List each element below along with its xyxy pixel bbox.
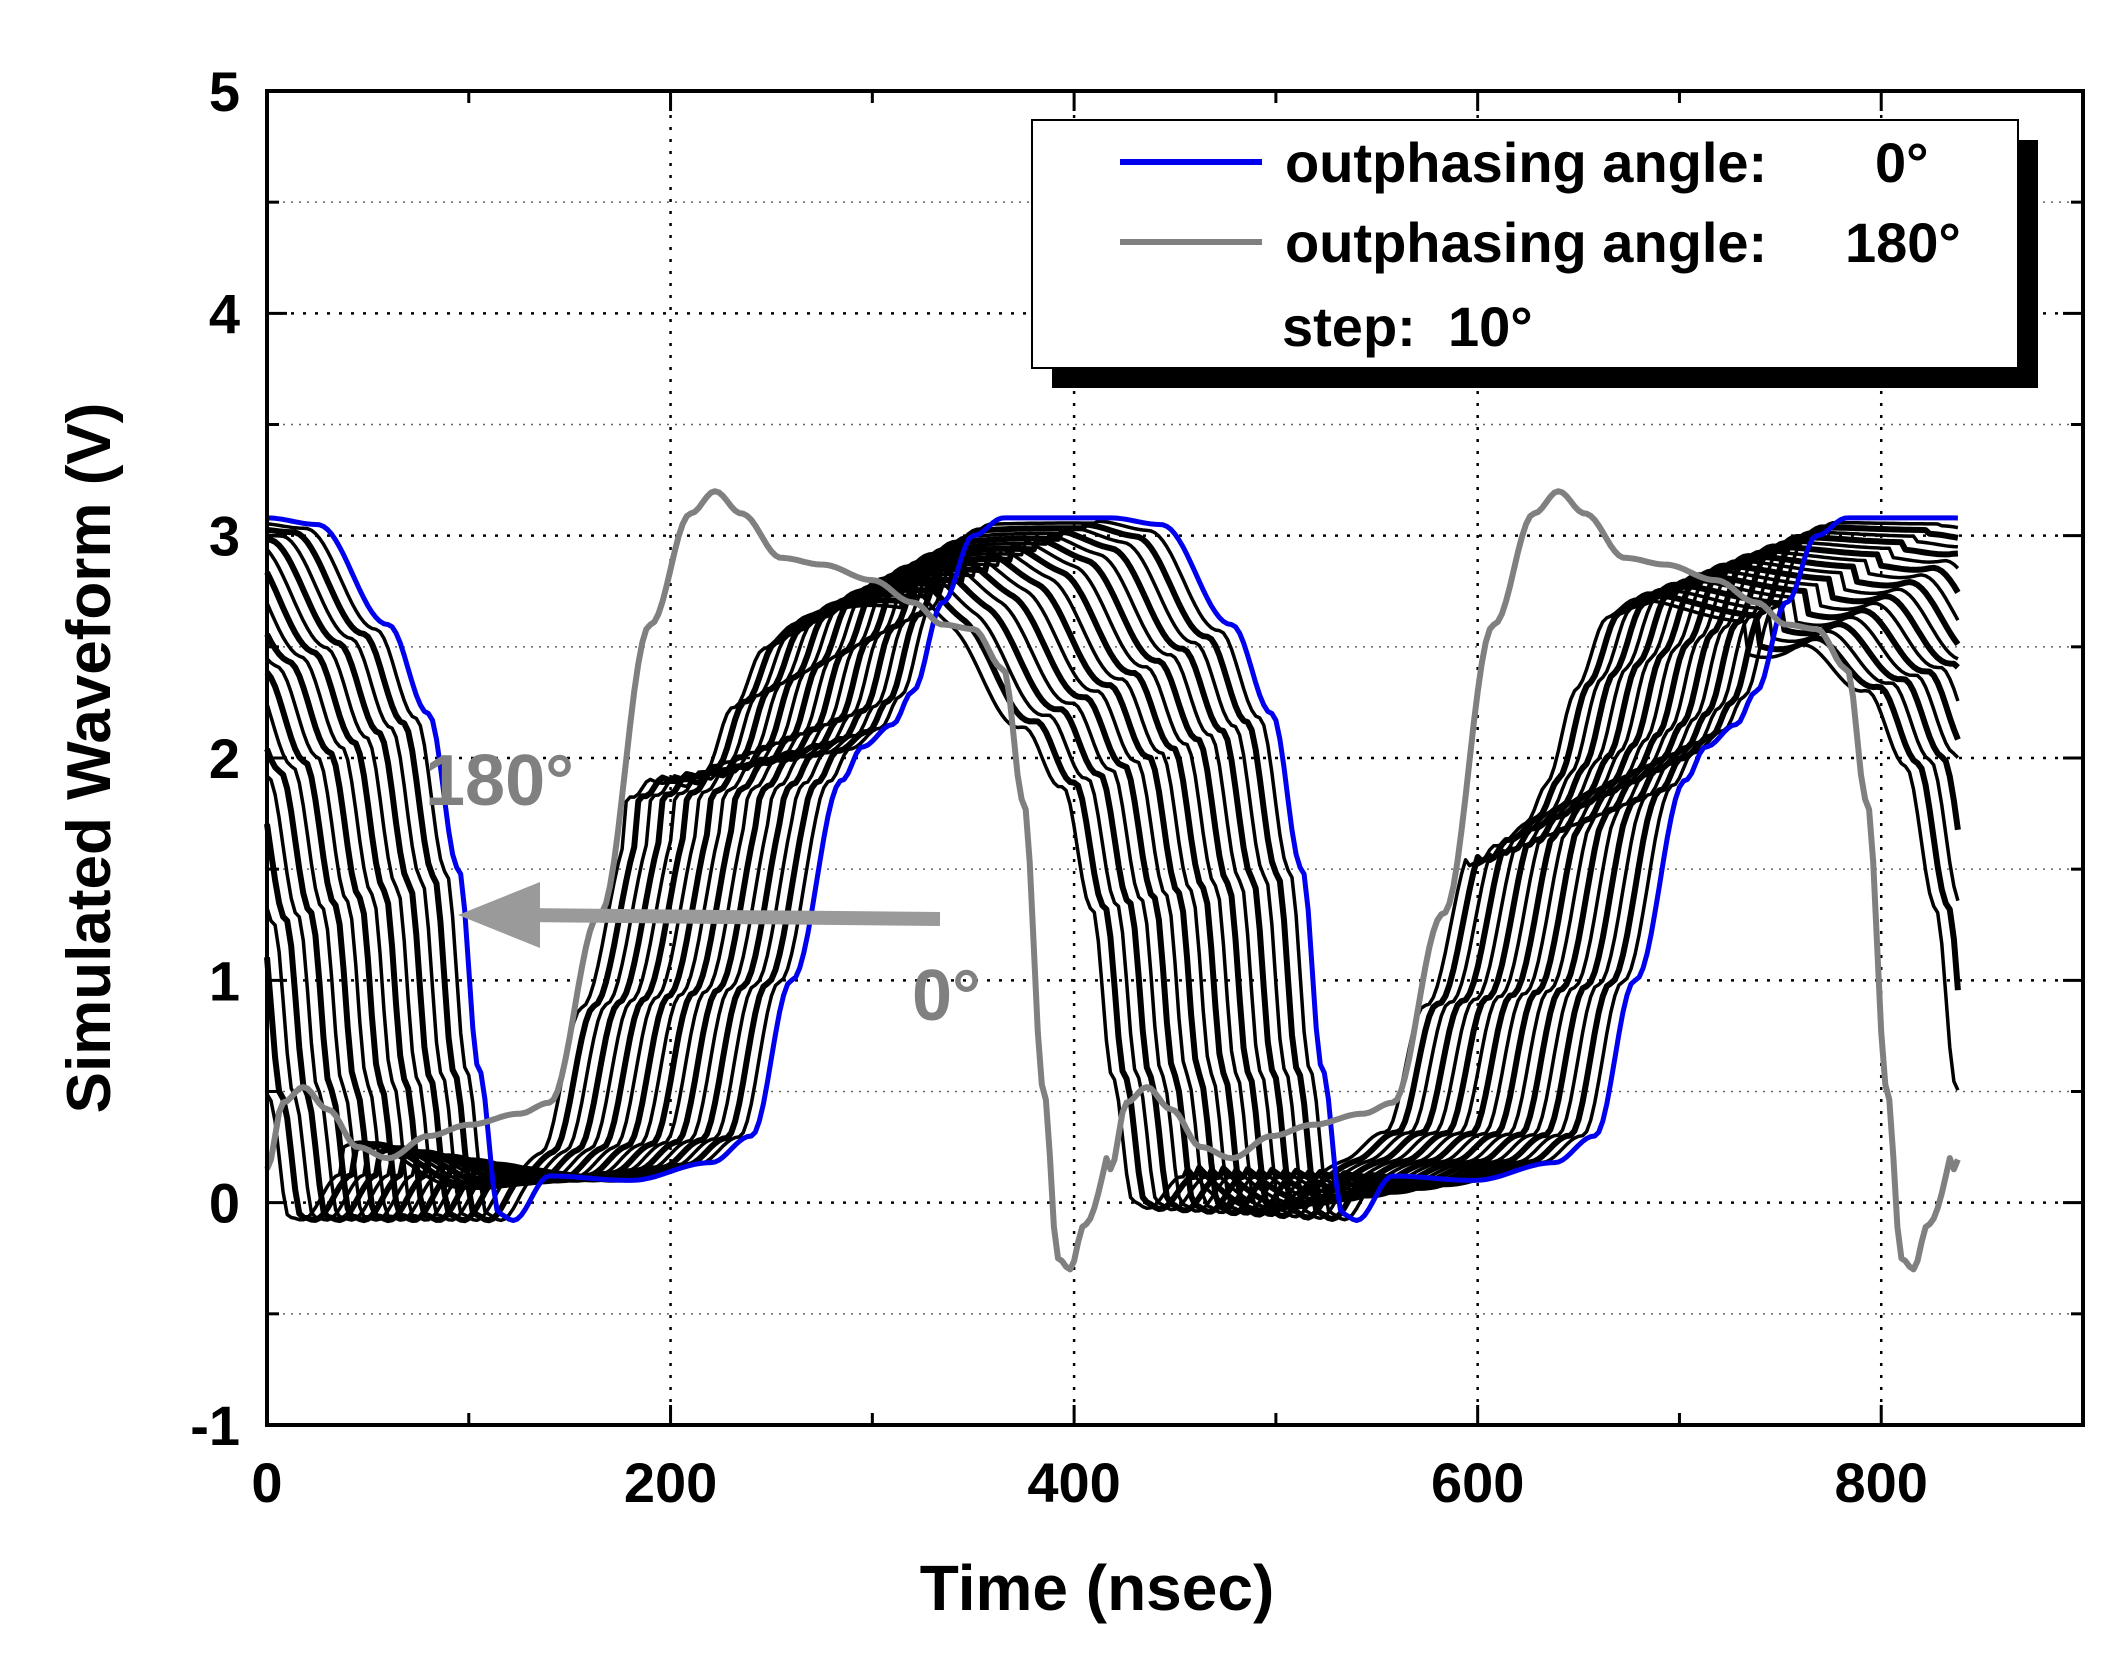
waveform-line-180deg	[264, 488, 1961, 1273]
y-tick-label: 3	[209, 505, 240, 568]
axis-ticks	[265, 89, 2085, 1427]
x-tick-label: 400	[1027, 1451, 1120, 1514]
x-axis-label: Time (nsec)	[920, 1552, 1275, 1624]
legend-label-0deg: outphasing angle:	[1285, 131, 1767, 194]
legend-label-180deg: outphasing angle:	[1285, 211, 1767, 274]
y-axis-label: Simulated Waveform (V)	[55, 403, 124, 1114]
waveform-line-0deg	[266, 515, 1958, 1223]
annotation-180: 180°	[425, 741, 574, 821]
legend-step-value: 10°	[1448, 295, 1533, 358]
x-tick-label: 0	[251, 1451, 282, 1514]
x-tick-label: 800	[1835, 1451, 1928, 1514]
waveform-line-50deg	[265, 532, 1960, 1222]
legend: outphasing angle: 0° outphasing angle: 1…	[1031, 119, 2038, 388]
y-tick-label: -1	[190, 1394, 240, 1457]
y-tick-label: 2	[209, 727, 240, 790]
legend-value-180deg: 180°	[1845, 211, 1961, 274]
y-tick-label: 4	[209, 282, 240, 345]
waveform-line-160deg	[264, 570, 1961, 1223]
legend-value-0deg: 0°	[1875, 131, 1929, 194]
y-tick-label: 5	[209, 60, 240, 123]
waveform-line-60deg	[264, 535, 1961, 1223]
y-tick-label: 0	[209, 1172, 240, 1235]
y-tick-label: 1	[209, 949, 240, 1012]
annotation-0: 0°	[912, 956, 981, 1036]
y-tick-labels: -1 0 1 2 3 4 5	[190, 60, 240, 1457]
x-tick-label: 200	[624, 1451, 717, 1514]
waveform-line-150deg	[265, 568, 1960, 1222]
waveform-line-170deg	[265, 575, 1960, 1222]
x-tick-labels: 0 200 400 600 800	[251, 1451, 1928, 1514]
legend-step-label: step:	[1282, 295, 1416, 358]
waveform-curves	[264, 488, 1961, 1273]
x-tick-label: 600	[1431, 1451, 1524, 1514]
direction-arrow	[458, 882, 941, 948]
